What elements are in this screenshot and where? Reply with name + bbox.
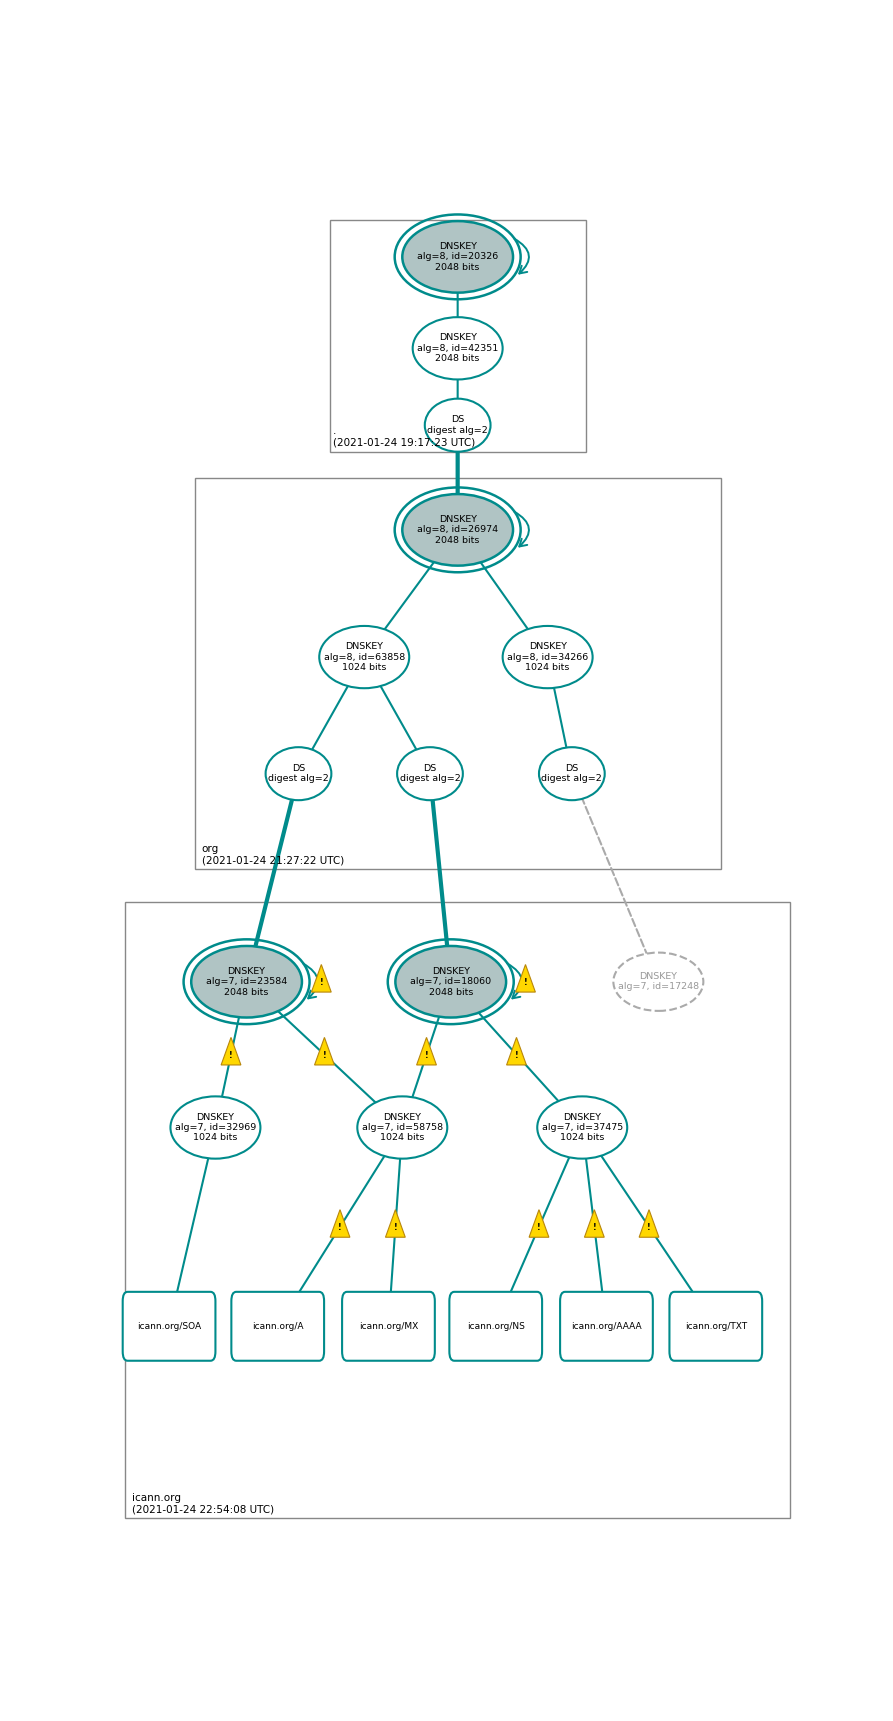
Polygon shape: [529, 1210, 549, 1237]
Text: icann.org/NS: icann.org/NS: [467, 1322, 525, 1330]
FancyBboxPatch shape: [342, 1292, 435, 1361]
Text: !: !: [230, 1052, 233, 1060]
Text: DNSKEY
alg=7, id=18060
2048 bits: DNSKEY alg=7, id=18060 2048 bits: [410, 967, 491, 996]
Text: DS
digest alg=2: DS digest alg=2: [427, 415, 488, 435]
Text: DNSKEY
alg=7, id=37475
1024 bits: DNSKEY alg=7, id=37475 1024 bits: [542, 1112, 622, 1143]
Polygon shape: [386, 1210, 405, 1237]
FancyArrowPatch shape: [514, 511, 529, 547]
FancyBboxPatch shape: [560, 1292, 653, 1361]
Text: icann.org/AAAA: icann.org/AAAA: [572, 1322, 642, 1330]
Bar: [330, 220, 586, 451]
FancyBboxPatch shape: [231, 1292, 324, 1361]
Ellipse shape: [613, 953, 704, 1010]
FancyArrowPatch shape: [303, 964, 318, 998]
Ellipse shape: [403, 220, 513, 293]
Text: DNSKEY
alg=7, id=32969
1024 bits: DNSKEY alg=7, id=32969 1024 bits: [175, 1112, 256, 1143]
Text: icann.org
(2021-01-24 22:54:08 UTC): icann.org (2021-01-24 22:54:08 UTC): [132, 1492, 274, 1514]
Ellipse shape: [397, 747, 463, 800]
Bar: [195, 478, 721, 869]
Text: !: !: [647, 1224, 651, 1232]
Text: DNSKEY
alg=7, id=17248: DNSKEY alg=7, id=17248: [618, 972, 699, 991]
Polygon shape: [312, 964, 331, 991]
Text: DNSKEY
alg=8, id=26974
2048 bits: DNSKEY alg=8, id=26974 2048 bits: [417, 515, 498, 546]
FancyBboxPatch shape: [670, 1292, 763, 1361]
Polygon shape: [314, 1038, 334, 1065]
Ellipse shape: [191, 947, 302, 1017]
Polygon shape: [584, 1210, 605, 1237]
Text: icann.org/SOA: icann.org/SOA: [137, 1322, 201, 1330]
FancyArrowPatch shape: [514, 239, 529, 274]
Text: !: !: [425, 1052, 429, 1060]
Text: org
(2021-01-24 21:27:22 UTC): org (2021-01-24 21:27:22 UTC): [202, 843, 344, 866]
Ellipse shape: [425, 399, 490, 451]
Text: !: !: [322, 1052, 326, 1060]
Ellipse shape: [413, 317, 503, 379]
Text: DNSKEY
alg=8, id=20326
2048 bits: DNSKEY alg=8, id=20326 2048 bits: [417, 243, 498, 272]
Bar: [125, 902, 790, 1518]
Text: DS
digest alg=2: DS digest alg=2: [399, 764, 461, 783]
Text: DS
digest alg=2: DS digest alg=2: [541, 764, 602, 783]
Ellipse shape: [265, 747, 331, 800]
Ellipse shape: [403, 494, 513, 566]
FancyBboxPatch shape: [449, 1292, 542, 1361]
Ellipse shape: [320, 626, 409, 688]
Text: DNSKEY
alg=8, id=63858
1024 bits: DNSKEY alg=8, id=63858 1024 bits: [323, 642, 405, 671]
Text: !: !: [593, 1224, 597, 1232]
Polygon shape: [221, 1038, 241, 1065]
Polygon shape: [639, 1210, 659, 1237]
Text: icann.org/A: icann.org/A: [252, 1322, 304, 1330]
Text: icann.org/MX: icann.org/MX: [359, 1322, 418, 1330]
FancyBboxPatch shape: [122, 1292, 215, 1361]
Text: !: !: [320, 978, 323, 988]
Polygon shape: [417, 1038, 437, 1065]
Text: DS
digest alg=2: DS digest alg=2: [268, 764, 329, 783]
Polygon shape: [506, 1038, 526, 1065]
Text: !: !: [338, 1224, 342, 1232]
Text: !: !: [523, 978, 527, 988]
Text: .
(2021-01-24 19:17:23 UTC): . (2021-01-24 19:17:23 UTC): [333, 427, 475, 447]
Polygon shape: [330, 1210, 350, 1237]
Text: !: !: [394, 1224, 397, 1232]
Ellipse shape: [396, 947, 506, 1017]
Ellipse shape: [538, 1096, 627, 1158]
Text: DNSKEY
alg=8, id=42351
2048 bits: DNSKEY alg=8, id=42351 2048 bits: [417, 334, 498, 363]
Ellipse shape: [357, 1096, 447, 1158]
Ellipse shape: [503, 626, 593, 688]
FancyArrowPatch shape: [507, 964, 522, 998]
Text: DNSKEY
alg=8, id=34266
1024 bits: DNSKEY alg=8, id=34266 1024 bits: [507, 642, 588, 671]
Ellipse shape: [539, 747, 605, 800]
Text: DNSKEY
alg=7, id=23584
2048 bits: DNSKEY alg=7, id=23584 2048 bits: [206, 967, 288, 996]
Text: !: !: [514, 1052, 518, 1060]
Text: icann.org/TXT: icann.org/TXT: [685, 1322, 747, 1330]
Text: DNSKEY
alg=7, id=58758
1024 bits: DNSKEY alg=7, id=58758 1024 bits: [362, 1112, 443, 1143]
Ellipse shape: [171, 1096, 261, 1158]
Text: !: !: [538, 1224, 541, 1232]
Polygon shape: [515, 964, 536, 991]
